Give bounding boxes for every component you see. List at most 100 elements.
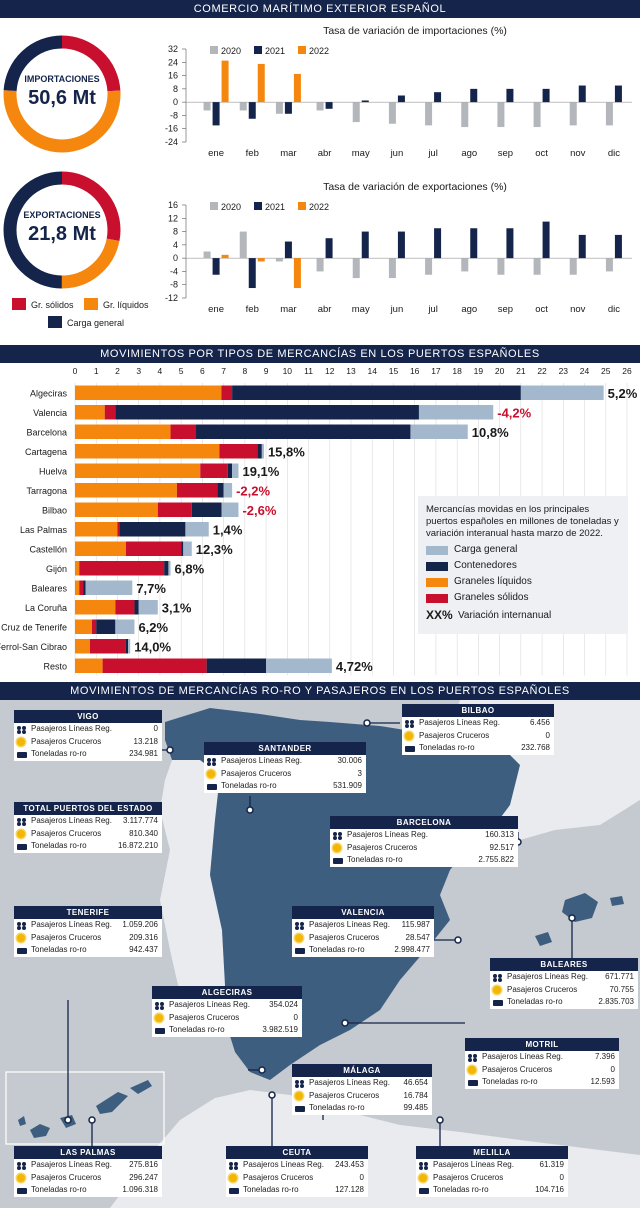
port-card-row-value: 3.117.774 xyxy=(123,816,158,825)
port-label: Gijón xyxy=(46,564,67,574)
port-card-row-value: 2.998.477 xyxy=(394,945,430,954)
port-card-row-label: Toneladas ro-ro xyxy=(482,1077,538,1086)
port-card-row-label: Pasajeros Líneas Reg. xyxy=(169,1000,250,1009)
x-tick-label: nov xyxy=(570,304,586,315)
port-card-row: Pasajeros Cruceros 0 xyxy=(402,730,554,743)
bar-2-12 xyxy=(96,619,116,634)
port-card-row-label: Pasajeros Cruceros xyxy=(347,842,418,852)
port-card-row-value: 115.987 xyxy=(401,920,430,929)
cruise-sun-icon xyxy=(17,1173,25,1182)
bar-0-12 xyxy=(75,619,92,634)
bar-3-2 xyxy=(410,424,468,439)
port-card-row: Pasajeros Cruceros 209.316 xyxy=(14,932,162,945)
port-card-row-value: 1.059.206 xyxy=(122,920,158,929)
truck-icon xyxy=(155,1028,165,1034)
port-card-total-puertos-del-estado: TOTAL PUERTOS DEL ESTADO Pasajeros Líneas… xyxy=(14,802,162,853)
roro-map-panel: VIGO Pasajeros Líneas Reg. 0 Pasajeros Cruc… xyxy=(0,700,640,1208)
passengers-icon xyxy=(207,758,217,765)
port-card-row-label: Pasajeros Cruceros xyxy=(169,1012,240,1022)
port-card-row-value: 30.006 xyxy=(337,756,362,765)
variation-label: 12,3% xyxy=(196,542,233,557)
bar-2020-mar xyxy=(275,102,283,114)
port-card-row: Pasajeros Líneas Reg. 46.654 xyxy=(292,1077,432,1090)
port-card-title: VALENCIA xyxy=(292,906,434,919)
bar-1-14 xyxy=(102,658,207,673)
ibiza-land xyxy=(535,932,552,946)
port-label: Las Palmas xyxy=(20,525,68,535)
bar-2-14 xyxy=(206,658,267,673)
bar-2020-ago xyxy=(461,102,469,128)
legend-label-graneles-solidos: Graneles sólidos xyxy=(454,592,529,603)
variation-label: -2,6% xyxy=(242,503,276,518)
port-card-title: ALGECIRAS xyxy=(152,986,302,999)
port-card-barcelona: BARCELONA Pasajeros Líneas Reg. 160.313 Pas… xyxy=(330,816,518,867)
bar-0-10 xyxy=(75,580,80,595)
port-card-row: Pasajeros Líneas Reg. 275.816 xyxy=(14,1159,162,1172)
x-tick-label: abr xyxy=(318,304,332,315)
legend-label-carga-general: Carga general xyxy=(454,544,518,555)
imports-donut-label: IMPORTACIONES xyxy=(24,74,99,84)
x-tick-label: 1 xyxy=(94,366,99,376)
bar-1-0 xyxy=(221,385,233,400)
donut-segment-1 xyxy=(3,35,121,153)
bar-0-9 xyxy=(75,561,80,576)
mallorca-land xyxy=(562,893,598,922)
section1-title: COMERCIO MARÍTIMO EXTERIOR ESPAÑOL xyxy=(0,0,640,18)
legend-label-2021: 2021 xyxy=(265,46,285,56)
port-card-row-value: 127.128 xyxy=(335,1185,364,1194)
port-card-row-value: 296.247 xyxy=(129,1172,158,1182)
port-card-valencia: VALENCIA Pasajeros Líneas Reg. 115.987 Pasa… xyxy=(292,906,434,957)
cruise-sun-icon xyxy=(419,1173,427,1182)
bar-2-7 xyxy=(119,522,186,537)
port-card-row-value: 942.437 xyxy=(129,945,158,954)
port-card-row-value: 0 xyxy=(610,1064,615,1074)
variation-label: 3,1% xyxy=(162,600,192,615)
port-card-row-value: 531.909 xyxy=(333,781,362,790)
port-label: Cartagena xyxy=(25,447,67,457)
x-tick-label: 25 xyxy=(601,366,611,376)
bar-3-14 xyxy=(266,658,332,673)
variation-label: -2,2% xyxy=(236,483,270,498)
bar-3-3 xyxy=(261,444,264,459)
port-card-row: Toneladas ro-ro 99.485 xyxy=(292,1102,432,1115)
x-tick-label: 23 xyxy=(559,366,569,376)
x-tick-label: sep xyxy=(498,304,513,315)
x-tick-label: dic xyxy=(608,304,620,315)
bar-2020-dic xyxy=(605,258,613,272)
bar-1-8 xyxy=(125,541,182,556)
port-card-row: Pasajeros Líneas Reg. 671.771 xyxy=(490,971,638,984)
bar-2021-nov xyxy=(578,85,586,103)
variation-label: 6,8% xyxy=(175,561,205,576)
port-card-row-label: Pasajeros Líneas Reg. xyxy=(221,756,302,765)
x-tick-label: 7 xyxy=(221,366,226,376)
x-tick-label: 16 xyxy=(410,366,420,376)
port-card-row: Toneladas ro-ro 2.755.822 xyxy=(330,854,518,867)
truck-icon xyxy=(17,752,27,758)
bar-0-4 xyxy=(75,463,201,478)
cruise-sun-icon xyxy=(295,933,303,942)
x-tick-label: oct xyxy=(535,148,548,159)
bar-2020-feb xyxy=(239,102,247,111)
bar-2021-dic xyxy=(614,234,622,259)
bar-2021-oct xyxy=(542,88,550,103)
legend-label-2020: 2020 xyxy=(221,46,241,56)
donuts-panel: IMPORTACIONES 50,6 Mt EXPORTACIONES 21,8… xyxy=(3,35,149,328)
port-card-title: MOTRIL xyxy=(465,1038,619,1051)
bar-2020-abr xyxy=(316,102,324,111)
port-card-row-value: 92.517 xyxy=(489,842,514,852)
port-card-row-label: Pasajeros Líneas Reg. xyxy=(31,1160,112,1169)
bar-3-9 xyxy=(168,561,171,576)
bar-0-14 xyxy=(75,658,103,673)
passengers-icon xyxy=(17,1162,27,1169)
bar-1-12 xyxy=(91,619,97,634)
bar-2022-feb xyxy=(257,63,265,103)
legend-label-2022: 2022 xyxy=(309,202,329,212)
la-gomera-island xyxy=(18,1116,26,1126)
variation-label: -4,2% xyxy=(497,405,531,420)
x-tick-label: dic xyxy=(608,148,620,159)
passengers-icon xyxy=(468,1054,478,1061)
x-tick-label: 26 xyxy=(622,366,632,376)
truck-icon xyxy=(295,948,305,954)
passengers-icon xyxy=(295,1080,305,1087)
bar-2-8 xyxy=(181,541,184,556)
